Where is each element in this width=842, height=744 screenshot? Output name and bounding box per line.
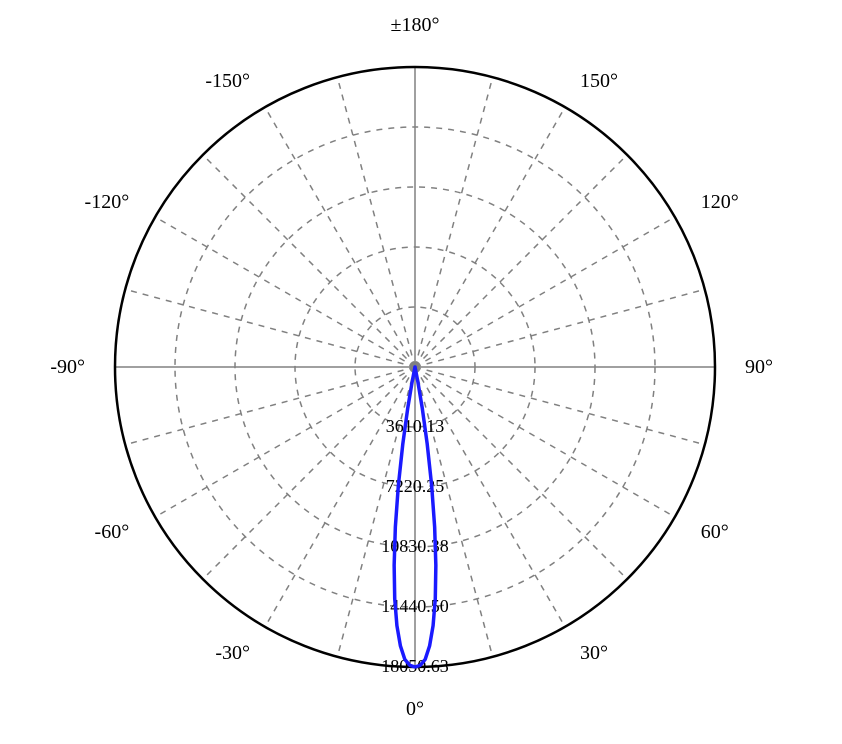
angle-tick-label: 0° — [406, 698, 424, 720]
radial-tick-label: 7220.25 — [386, 476, 445, 496]
angle-tick-label: -30° — [215, 642, 250, 664]
polar-chart: 3610.137220.2510830.3814440.5018050.63 0… — [0, 0, 842, 744]
angle-tick-label: -60° — [95, 521, 130, 543]
angle-tick-label: -150° — [205, 70, 250, 92]
radial-tick-label: 14440.50 — [381, 596, 449, 616]
angle-tick-label: -120° — [85, 191, 130, 213]
radial-tick-label: 10830.38 — [381, 536, 449, 556]
angle-tick-label: -90° — [50, 356, 85, 378]
radial-tick-label: 3610.13 — [386, 416, 445, 436]
angle-tick-label: 60° — [701, 521, 729, 543]
angle-tick-label: 90° — [745, 356, 773, 378]
angle-tick-label: 150° — [580, 70, 618, 92]
angle-tick-label: 120° — [701, 191, 739, 213]
angle-tick-label: ±180° — [391, 14, 440, 36]
angle-tick-label: 30° — [580, 642, 608, 664]
